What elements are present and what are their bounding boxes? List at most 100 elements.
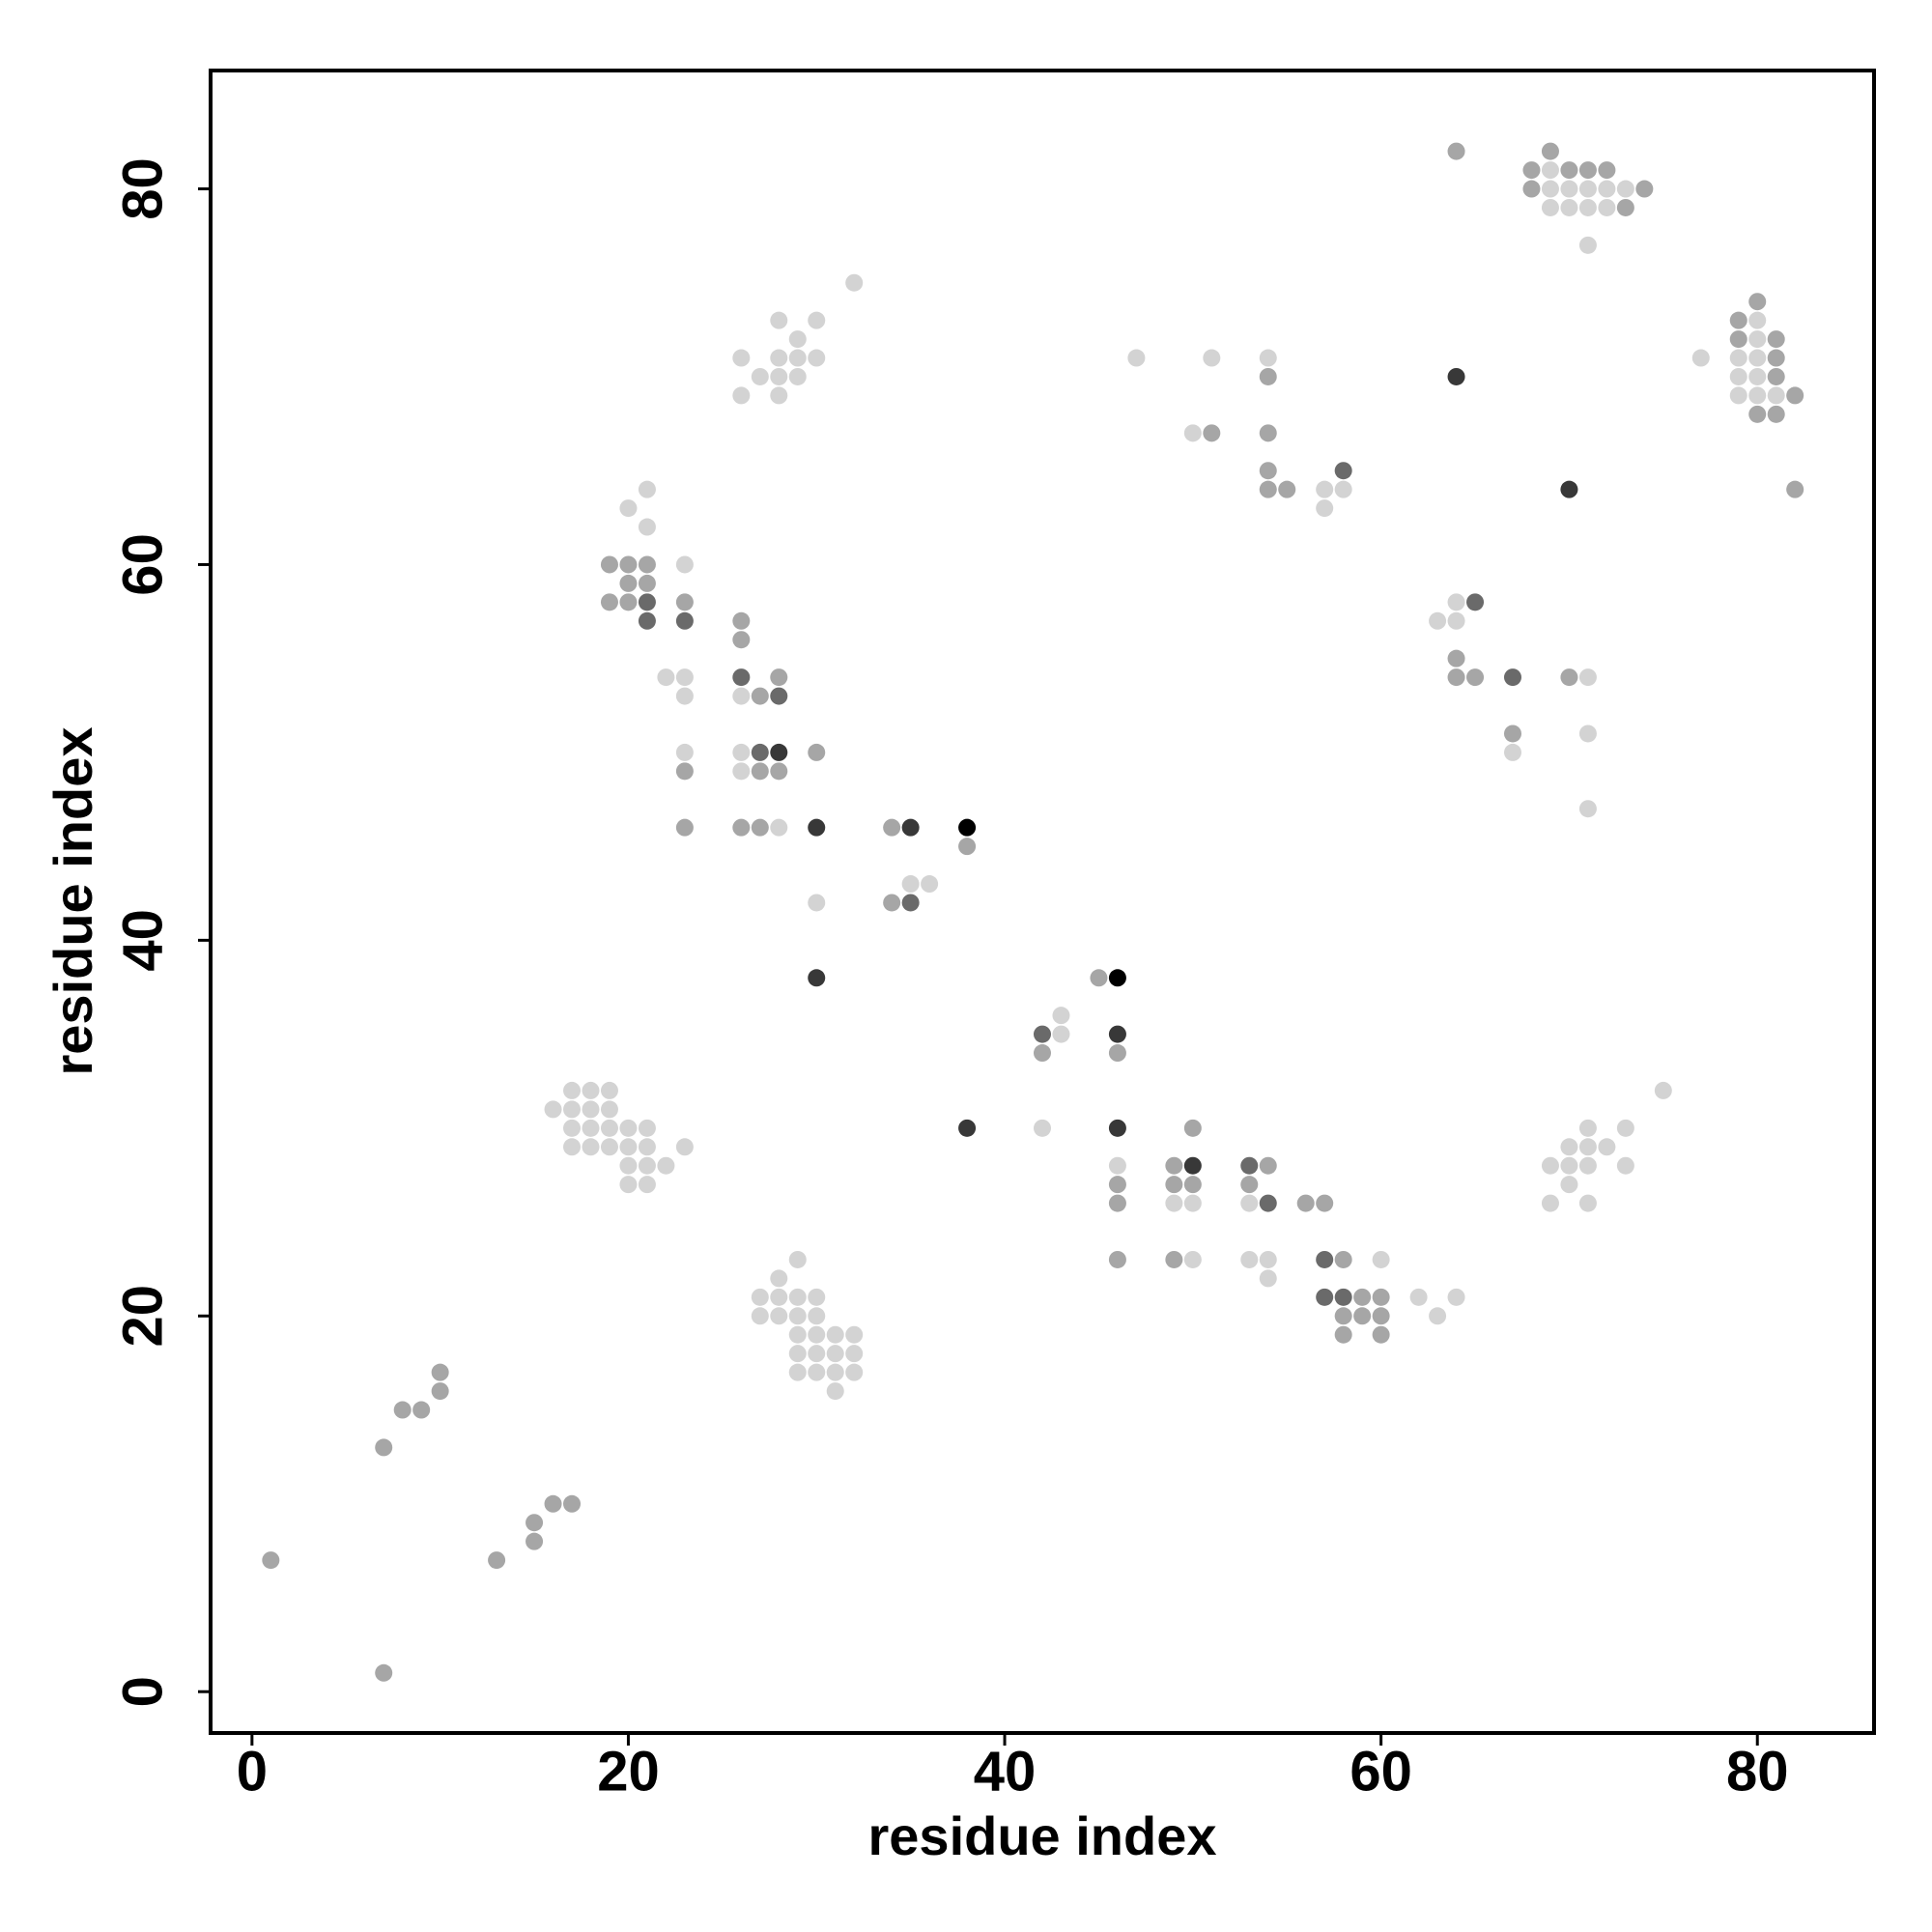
- point: [1447, 649, 1465, 668]
- point: [1748, 311, 1767, 329]
- point: [619, 555, 638, 574]
- point: [751, 818, 769, 837]
- point: [1522, 180, 1541, 198]
- point: [1654, 1081, 1672, 1099]
- point: [1447, 367, 1465, 385]
- point: [1691, 349, 1710, 367]
- point: [600, 1081, 618, 1099]
- point: [788, 1345, 807, 1363]
- point: [1259, 424, 1277, 442]
- point: [1560, 198, 1578, 216]
- point: [1541, 142, 1559, 160]
- point: [1466, 668, 1485, 687]
- point: [751, 743, 769, 761]
- point: [808, 743, 826, 761]
- point: [563, 1081, 582, 1099]
- point: [1090, 969, 1108, 987]
- point: [732, 743, 751, 761]
- point: [1578, 198, 1597, 216]
- point: [600, 593, 618, 611]
- point: [563, 1494, 582, 1513]
- point: [1108, 969, 1126, 987]
- point: [675, 611, 694, 630]
- point: [1316, 499, 1334, 518]
- point: [1578, 180, 1597, 198]
- point: [1334, 480, 1352, 498]
- point: [1108, 1044, 1126, 1063]
- point: [638, 593, 656, 611]
- point: [1578, 724, 1597, 743]
- point: [1372, 1288, 1390, 1306]
- point: [431, 1363, 449, 1381]
- point: [1767, 330, 1785, 349]
- plot-frame: [209, 69, 1876, 1735]
- point: [1503, 668, 1521, 687]
- point: [657, 668, 675, 687]
- point: [1183, 424, 1202, 442]
- point: [1541, 198, 1559, 216]
- point: [770, 1288, 788, 1306]
- point: [788, 1307, 807, 1325]
- point: [751, 1307, 769, 1325]
- point: [1259, 1269, 1277, 1288]
- point: [638, 611, 656, 630]
- point: [1183, 1194, 1202, 1212]
- point: [1560, 480, 1578, 498]
- point: [808, 349, 826, 367]
- point: [1334, 1325, 1352, 1344]
- point: [770, 818, 788, 837]
- point: [808, 1363, 826, 1381]
- point: [1353, 1307, 1372, 1325]
- point: [1560, 161, 1578, 180]
- point: [751, 367, 769, 385]
- point: [1578, 1194, 1597, 1212]
- point: [826, 1363, 844, 1381]
- point: [582, 1100, 600, 1119]
- point: [1240, 1156, 1259, 1175]
- point: [1729, 311, 1747, 329]
- x-tick-label: 80: [1726, 1740, 1789, 1803]
- x-tick-label: 20: [597, 1740, 660, 1803]
- point: [788, 330, 807, 349]
- point: [1767, 405, 1785, 423]
- point: [788, 1363, 807, 1381]
- point: [675, 762, 694, 781]
- point: [412, 1401, 431, 1419]
- point: [1034, 1025, 1051, 1043]
- point: [1503, 743, 1521, 761]
- point: [619, 1138, 638, 1156]
- y-tick-label: 0: [111, 1676, 174, 1707]
- point: [1447, 611, 1465, 630]
- point: [526, 1532, 544, 1550]
- point: [1052, 1007, 1070, 1025]
- point: [1259, 480, 1277, 498]
- point: [1203, 349, 1221, 367]
- point: [1729, 330, 1747, 349]
- point: [619, 1119, 638, 1137]
- point: [1183, 1156, 1202, 1175]
- point: [826, 1325, 844, 1344]
- point: [1635, 180, 1654, 198]
- point: [1578, 1138, 1597, 1156]
- point: [638, 1176, 656, 1194]
- point: [600, 1100, 618, 1119]
- point: [1429, 611, 1447, 630]
- point: [826, 1345, 844, 1363]
- point: [1541, 1194, 1559, 1212]
- point: [1560, 668, 1578, 687]
- point: [1108, 1119, 1126, 1137]
- point: [732, 631, 751, 649]
- point: [1616, 1119, 1634, 1137]
- point: [1203, 424, 1221, 442]
- point: [675, 818, 694, 837]
- point: [1578, 1119, 1597, 1137]
- point: [901, 894, 920, 912]
- point: [1729, 367, 1747, 385]
- point: [788, 349, 807, 367]
- point: [1108, 1194, 1126, 1212]
- y-tick-label: 80: [111, 157, 174, 220]
- point: [901, 818, 920, 837]
- point: [619, 574, 638, 592]
- x-tick-label: 0: [237, 1740, 268, 1803]
